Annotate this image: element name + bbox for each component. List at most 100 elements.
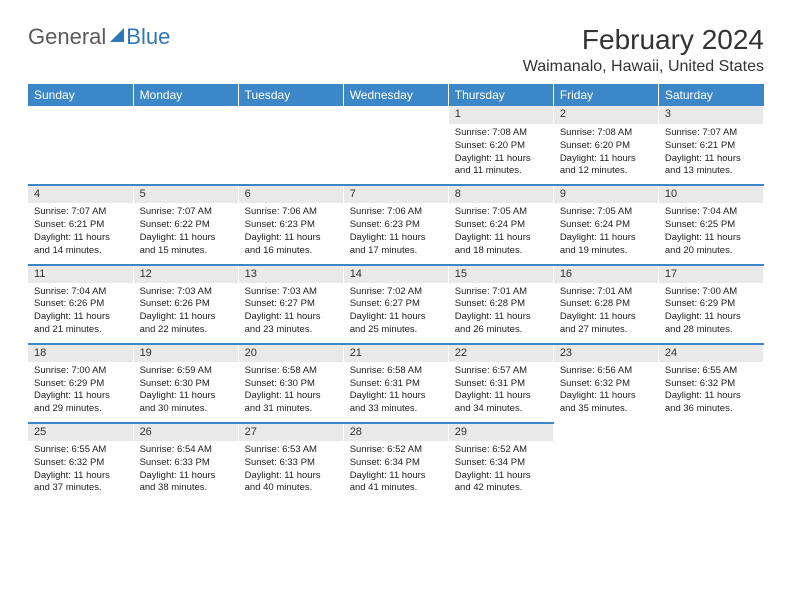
day-line: Sunset: 6:22 PM (140, 219, 232, 232)
day-line: Sunrise: 7:04 AM (34, 286, 127, 299)
day-content-cell: Sunrise: 6:55 AMSunset: 6:32 PMDaylight:… (658, 362, 763, 423)
day-line: Sunrise: 7:08 AM (560, 127, 652, 140)
day-number-cell: 28 (343, 423, 448, 441)
day-line: Sunrise: 6:59 AM (140, 365, 232, 378)
day-number-cell: 11 (28, 265, 133, 283)
day-line: and 27 minutes. (560, 324, 652, 337)
day-line: Sunrise: 6:55 AM (665, 365, 757, 378)
day-number-cell: 22 (448, 344, 553, 362)
day-line: and 33 minutes. (350, 403, 442, 416)
day-line: Sunset: 6:30 PM (245, 378, 337, 391)
day-line: and 42 minutes. (455, 482, 547, 495)
day-line: and 22 minutes. (140, 324, 232, 337)
day-line: Daylight: 11 hours (34, 470, 127, 483)
day-line: and 12 minutes. (560, 165, 652, 178)
day-line: and 25 minutes. (350, 324, 442, 337)
day-line: Sunset: 6:27 PM (245, 298, 337, 311)
day-content-cell: Sunrise: 7:05 AMSunset: 6:24 PMDaylight:… (448, 203, 553, 264)
day-line: and 28 minutes. (665, 324, 757, 337)
day-line: Daylight: 11 hours (455, 390, 547, 403)
day-line: Sunrise: 7:07 AM (34, 206, 127, 219)
day-line: Daylight: 11 hours (34, 311, 127, 324)
day-line: and 35 minutes. (560, 403, 652, 416)
day-line: and 41 minutes. (350, 482, 442, 495)
day-content-cell: Sunrise: 7:07 AMSunset: 6:22 PMDaylight:… (133, 203, 238, 264)
day-number-cell: 19 (133, 344, 238, 362)
content-row: Sunrise: 6:55 AMSunset: 6:32 PMDaylight:… (28, 441, 764, 501)
daynum-row: 2526272829 (28, 423, 764, 441)
daynum-row: 18192021222324 (28, 344, 764, 362)
day-number-cell: 14 (343, 265, 448, 283)
day-number-cell: 7 (343, 185, 448, 203)
day-number-cell: 5 (133, 185, 238, 203)
brand-part1: General (28, 24, 106, 50)
calendar-table: Sunday Monday Tuesday Wednesday Thursday… (28, 84, 764, 501)
day-line: Sunrise: 6:55 AM (34, 444, 127, 457)
day-line: and 30 minutes. (140, 403, 232, 416)
day-content-cell: Sunrise: 6:58 AMSunset: 6:31 PMDaylight:… (343, 362, 448, 423)
day-line: Daylight: 11 hours (34, 390, 127, 403)
day-number-cell: 9 (553, 185, 658, 203)
day-line: Sunrise: 6:54 AM (140, 444, 232, 457)
day-content-cell: Sunrise: 7:05 AMSunset: 6:24 PMDaylight:… (553, 203, 658, 264)
day-content-cell: Sunrise: 7:07 AMSunset: 6:21 PMDaylight:… (28, 203, 133, 264)
day-line: and 14 minutes. (34, 245, 127, 258)
content-row: Sunrise: 7:08 AMSunset: 6:20 PMDaylight:… (28, 124, 764, 185)
day-number-cell: 15 (448, 265, 553, 283)
day-number-cell: 21 (343, 344, 448, 362)
day-line: Sunrise: 7:08 AM (455, 127, 547, 140)
day-line: Daylight: 11 hours (560, 153, 652, 166)
day-line: and 20 minutes. (665, 245, 757, 258)
day-line: and 34 minutes. (455, 403, 547, 416)
day-line: Sunset: 6:31 PM (350, 378, 442, 391)
day-line: Sunset: 6:23 PM (245, 219, 337, 232)
weekday-header-row: Sunday Monday Tuesday Wednesday Thursday… (28, 84, 764, 106)
day-line: Sunset: 6:21 PM (665, 140, 757, 153)
day-line: Sunset: 6:26 PM (140, 298, 232, 311)
day-number-cell: 8 (448, 185, 553, 203)
day-number-cell: 1 (448, 106, 553, 124)
day-content-cell: Sunrise: 6:57 AMSunset: 6:31 PMDaylight:… (448, 362, 553, 423)
content-row: Sunrise: 7:04 AM Sunset: 6:26 PM Daylight:… (28, 283, 764, 344)
header: General Blue February 2024 Waimanalo, Ha… (28, 24, 764, 76)
day-line: Sunrise: 7:05 AM (455, 206, 547, 219)
day-content-cell: Sunrise: 7:08 AMSunset: 6:20 PMDaylight:… (553, 124, 658, 185)
day-line: Daylight: 11 hours (665, 153, 757, 166)
day-line: and 18 minutes. (455, 245, 547, 258)
day-content-cell: Sunrise: 7:06 AMSunset: 6:23 PMDaylight:… (238, 203, 343, 264)
day-number-cell: 24 (658, 344, 763, 362)
daynum-row: 45678910 (28, 185, 764, 203)
day-line: Sunrise: 6:56 AM (560, 365, 652, 378)
day-line: Sunset: 6:30 PM (140, 378, 232, 391)
daynum-row: 11121314151617 (28, 265, 764, 283)
location-subtitle: Waimanalo, Hawaii, United States (523, 58, 764, 76)
day-content-cell (238, 124, 343, 185)
day-line: Daylight: 11 hours (245, 311, 337, 324)
weekday-header: Saturday (658, 84, 763, 106)
day-line: Sunrise: 7:07 AM (665, 127, 757, 140)
day-line: Sunrise: 7:06 AM (245, 206, 337, 219)
day-number-cell: 2 (553, 106, 658, 124)
day-line: Sunset: 6:25 PM (665, 219, 757, 232)
brand-part2: Blue (126, 24, 170, 50)
day-line: Sunset: 6:20 PM (560, 140, 652, 153)
day-line: Daylight: 11 hours (350, 311, 442, 324)
day-content-cell (658, 441, 763, 501)
day-content-cell (343, 124, 448, 185)
content-row: Sunrise: 7:07 AMSunset: 6:21 PMDaylight:… (28, 203, 764, 264)
day-line: Sunset: 6:33 PM (140, 457, 232, 470)
day-line: and 13 minutes. (665, 165, 757, 178)
brand-logo: General Blue (28, 24, 170, 50)
day-line: Daylight: 11 hours (665, 311, 757, 324)
day-line: and 38 minutes. (140, 482, 232, 495)
day-content-cell: Sunrise: 6:54 AMSunset: 6:33 PMDaylight:… (133, 441, 238, 501)
day-number-cell: 26 (133, 423, 238, 441)
day-content-cell: Sunrise: 7:04 AMSunset: 6:25 PMDaylight:… (658, 203, 763, 264)
daynum-row: 123 (28, 106, 764, 124)
day-number-cell: 27 (238, 423, 343, 441)
day-line: Sunset: 6:34 PM (350, 457, 442, 470)
content-row: Sunrise: 7:00 AMSunset: 6:29 PMDaylight:… (28, 362, 764, 423)
day-line: Sunset: 6:32 PM (560, 378, 652, 391)
day-line: Sunset: 6:24 PM (455, 219, 547, 232)
day-content-cell (28, 124, 133, 185)
